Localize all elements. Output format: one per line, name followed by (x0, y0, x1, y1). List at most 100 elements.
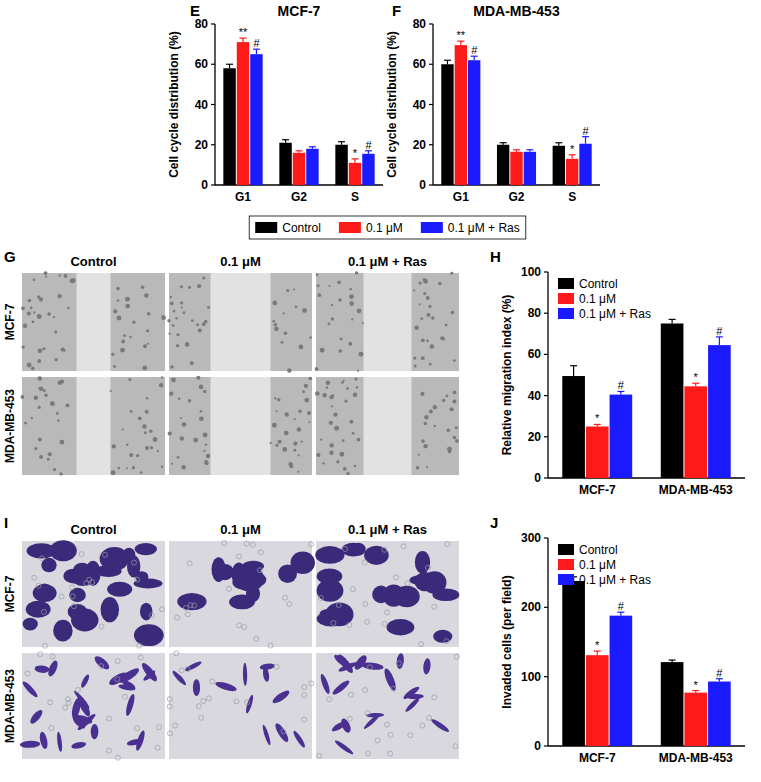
cell-speck (277, 398, 281, 402)
cell-speck (420, 392, 424, 396)
membrane-pore (102, 552, 107, 557)
cell-speck (33, 311, 35, 313)
cell-speck (38, 348, 43, 353)
cell-cluster (212, 557, 226, 582)
cell-speck (147, 312, 150, 315)
cell-speck (126, 444, 128, 446)
cell-speck (190, 361, 194, 365)
membrane-pore (48, 700, 53, 705)
membrane-pore (192, 603, 197, 608)
cell-speck (446, 395, 449, 398)
micrograph (168, 376, 312, 475)
membrane-pore (183, 605, 188, 610)
significance-mark: # (253, 37, 260, 49)
cell-speck (180, 417, 182, 419)
membrane-pore (420, 723, 425, 728)
error-bar (669, 660, 676, 662)
cell-speck (434, 425, 436, 427)
cell-speck (145, 410, 149, 414)
legend-swatch (558, 544, 574, 555)
membrane-pore (250, 542, 255, 547)
cell-speck (286, 289, 289, 292)
membrane-pore (187, 561, 192, 566)
cell-speck (30, 307, 33, 310)
cell-cluster (242, 561, 264, 572)
error-bar (513, 150, 520, 152)
cell (430, 717, 451, 733)
cell-speck (346, 472, 349, 475)
membrane-pore (385, 722, 390, 727)
cell (76, 694, 93, 718)
membrane-pore (137, 643, 142, 648)
cell-speck (359, 352, 364, 357)
cell-speck (44, 393, 48, 397)
cell-speck (426, 340, 429, 343)
cell-speck (293, 442, 297, 446)
cell-speck (283, 312, 285, 314)
cell-speck (111, 470, 116, 475)
cell-speck (451, 311, 455, 315)
micrograph (167, 651, 314, 759)
membrane-pore (107, 716, 112, 721)
cell-speck (337, 280, 341, 284)
membrane-pore (302, 693, 307, 698)
membrane-pore (206, 696, 211, 701)
membrane-pore (63, 705, 68, 710)
cell-speck (47, 458, 50, 461)
cell-speck (450, 407, 454, 411)
cell-speck (31, 366, 35, 370)
cell-speck (130, 410, 133, 413)
significance-mark: # (618, 379, 625, 391)
legend-swatch (255, 222, 277, 233)
image-panel: Control0.1 μM0.1 μM + RasMCF-7MDA-MB-453 (3, 522, 459, 760)
error-bar (594, 651, 601, 655)
cell-speck (48, 452, 52, 456)
error-cap (226, 64, 233, 65)
membrane-pore (175, 615, 180, 620)
y-tick (544, 537, 548, 538)
cell-speck (203, 390, 206, 393)
cell-speck (421, 439, 425, 443)
error-cap (513, 149, 520, 150)
cell-speck (118, 467, 121, 470)
error-bar (365, 151, 372, 154)
cell-speck (455, 439, 459, 443)
bars (562, 577, 730, 746)
error-cap (444, 60, 451, 61)
error-line (447, 60, 448, 64)
cell-speck (197, 284, 201, 288)
column-label: 0.1 μM + Ras (348, 522, 427, 537)
cell-speck (299, 344, 304, 349)
membrane-pore (445, 542, 450, 547)
wound-gap (364, 377, 412, 475)
cell-speck (419, 303, 421, 305)
cell-speck (142, 424, 146, 428)
membrane-pore (318, 595, 323, 600)
cell-speck (272, 320, 275, 323)
cell-speck (113, 365, 116, 368)
cell-cluster (351, 543, 366, 556)
cell-speck (57, 419, 60, 422)
bar (441, 64, 453, 185)
cell-speck (39, 455, 43, 459)
cell-speck (293, 449, 296, 452)
cell-speck (38, 376, 42, 380)
cell-cluster (433, 630, 452, 643)
chart: 0100200300Invaded cells (per field)MCF-7… (500, 531, 745, 765)
cell-speck (185, 342, 190, 347)
membrane-pore (75, 687, 80, 692)
membrane-pore (309, 681, 314, 686)
cell-speck (140, 471, 143, 474)
y-tick (211, 104, 215, 105)
bar (468, 60, 480, 185)
membrane-pore (173, 723, 178, 728)
cell-speck (64, 274, 68, 278)
membrane-pore (419, 642, 424, 647)
cell (261, 724, 272, 746)
x-tick-label: MDA-MB-453 (659, 751, 733, 765)
y-tick-label: 20 (528, 430, 542, 444)
membrane-pore (453, 744, 458, 749)
membrane-pore (149, 613, 154, 618)
error-bar (526, 150, 533, 152)
y-tick (544, 395, 548, 396)
